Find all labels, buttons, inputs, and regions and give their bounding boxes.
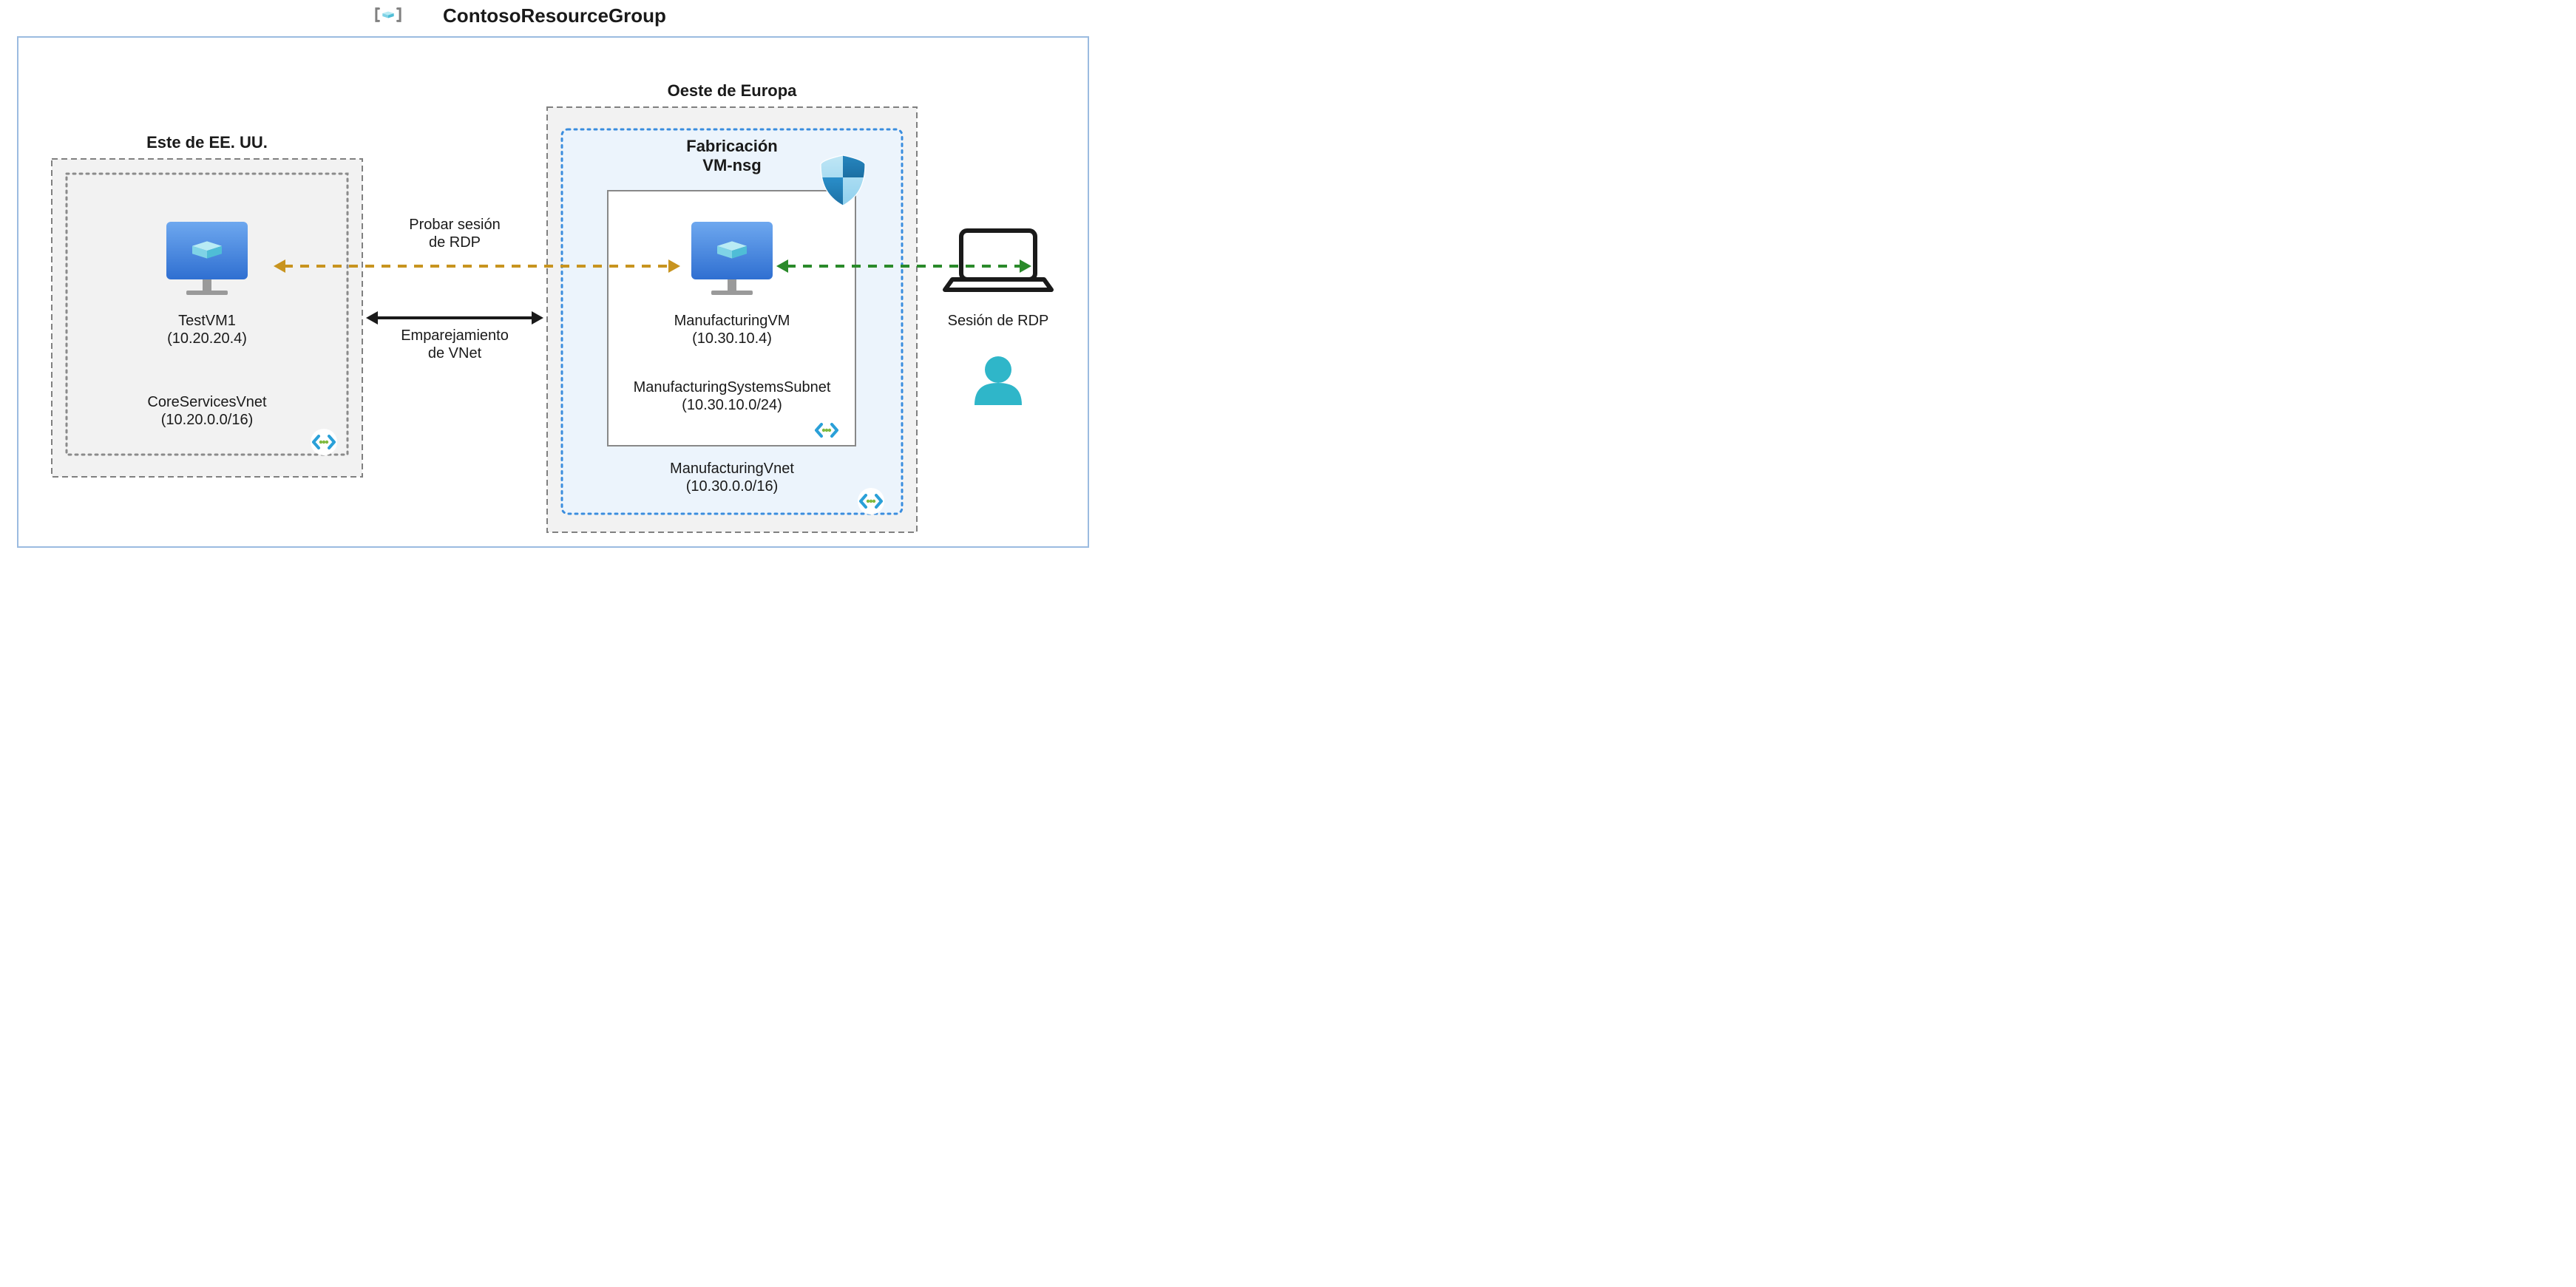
region-west-label: Oeste de Europa xyxy=(668,81,798,100)
nsg-label-2: VM-nsg xyxy=(702,156,761,174)
client-rdp-label: Sesión de RDP xyxy=(948,313,1049,329)
manufacturingvm-ip: (10.30.10.4) xyxy=(692,330,772,347)
coreservices-vnet-name: CoreServicesVnet xyxy=(147,394,267,410)
rdp-test-label-2: de RDP xyxy=(429,234,481,251)
manufacturing-vnet-cidr: (10.30.0.0/16) xyxy=(686,478,779,495)
vnet-icon xyxy=(813,417,840,444)
manufacturing-vnet-name: ManufacturingVnet xyxy=(670,461,794,477)
subnet-name: ManufacturingSystemsSubnet xyxy=(634,379,831,395)
region-east-label: Este de EE. UU. xyxy=(146,133,268,152)
rdp-test-label-1: Probar sesión xyxy=(409,217,500,233)
user-icon xyxy=(975,356,1022,405)
resource-group-icon xyxy=(376,9,400,21)
resource-group-title: ContosoResourceGroup xyxy=(443,4,666,27)
peering-label-2: de VNet xyxy=(428,345,482,361)
laptop-icon xyxy=(945,231,1051,290)
vnet-icon xyxy=(311,429,337,455)
subnet-cidr: (10.30.10.0/24) xyxy=(682,397,782,413)
testvm1-name: TestVM1 xyxy=(178,313,236,329)
testvm1-ip: (10.20.20.4) xyxy=(167,330,247,347)
vnet-icon xyxy=(858,488,884,515)
peering-label-1: Emparejamiento xyxy=(401,327,509,344)
coreservices-vnet-cidr: (10.20.0.0/16) xyxy=(161,412,254,428)
manufacturingvm-name: ManufacturingVM xyxy=(674,313,790,329)
vnet-peering-arrow xyxy=(366,311,543,325)
nsg-label-1: Fabricación xyxy=(686,137,777,155)
